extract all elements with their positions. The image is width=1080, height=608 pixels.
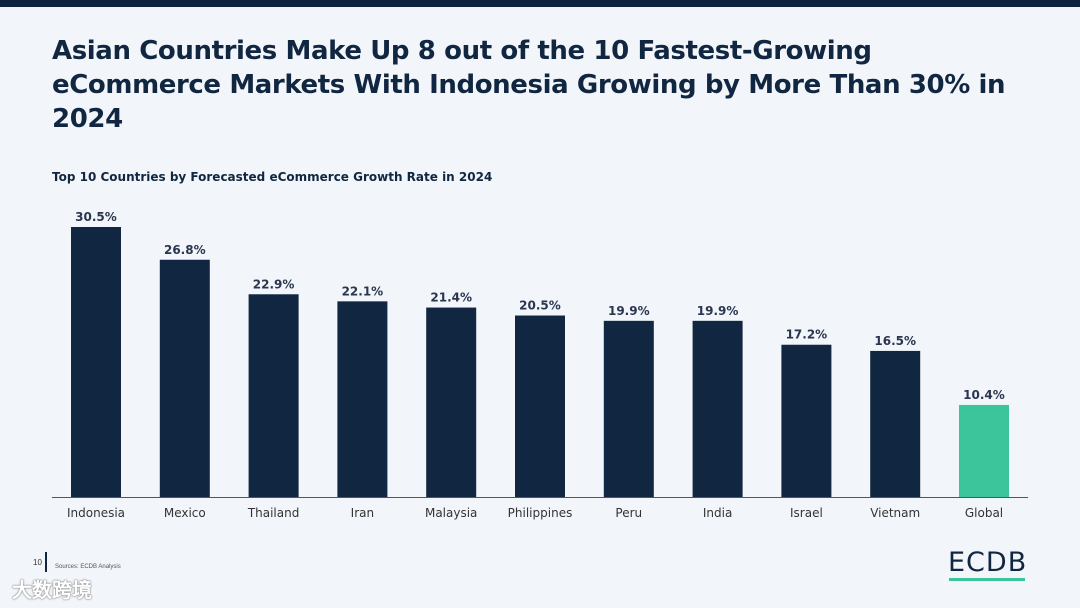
data-label-philippines: 20.5% [519, 299, 561, 313]
x-tick-label-indonesia: Indonesia [67, 506, 125, 520]
bar-israel [781, 344, 832, 497]
x-tick-label-malaysia: Malaysia [425, 506, 477, 520]
page-title: Asian Countries Make Up 8 out of the 10 … [52, 36, 1006, 134]
x-tick-label-mexico: Mexico [164, 506, 206, 520]
data-label-india: 19.9% [697, 304, 739, 318]
bar-india [692, 320, 743, 497]
watermark: 大数跨境 [12, 580, 92, 602]
x-tick-label-israel: Israel [790, 506, 823, 520]
data-label-mexico: 26.8% [164, 243, 206, 257]
bar-iran [337, 301, 388, 497]
data-label-iran: 22.1% [342, 284, 384, 298]
bar-thailand [248, 294, 299, 497]
top-accent-bar [0, 0, 1080, 7]
sources-note: Sources: ECDB Analysis [55, 564, 121, 570]
bar-mexico [159, 259, 210, 497]
bar-indonesia [71, 227, 121, 497]
logo-underline [949, 578, 1025, 581]
bar-vietnam [870, 350, 921, 497]
footer-divider [45, 552, 47, 572]
x-tick-label-philippines: Philippines [508, 506, 573, 520]
x-tick-label-thailand: Thailand [247, 506, 300, 520]
x-tick-label-peru: Peru [615, 506, 642, 520]
x-tick-label-india: India [703, 506, 732, 520]
data-label-global: 10.4% [963, 388, 1005, 402]
x-tick-label-global: Global [965, 506, 1003, 520]
x-tick-label-vietnam: Vietnam [870, 506, 920, 520]
data-label-vietnam: 16.5% [874, 334, 916, 348]
bar-philippines [515, 315, 565, 497]
data-label-peru: 19.9% [608, 304, 650, 318]
data-label-indonesia: 30.5% [75, 210, 117, 224]
bar-global [959, 404, 1009, 497]
ecdb-logo: ECDB [948, 547, 1028, 578]
bar-peru [603, 320, 654, 497]
data-label-thailand: 22.9% [253, 277, 295, 291]
chart-title: Top 10 Countries by Forecasted eCommerce… [52, 170, 493, 184]
bar-malaysia [426, 307, 477, 497]
data-label-malaysia: 21.4% [430, 291, 472, 305]
page-number: 10 [33, 558, 42, 567]
x-tick-label-iran: Iran [351, 506, 374, 520]
data-label-israel: 17.2% [786, 328, 828, 342]
